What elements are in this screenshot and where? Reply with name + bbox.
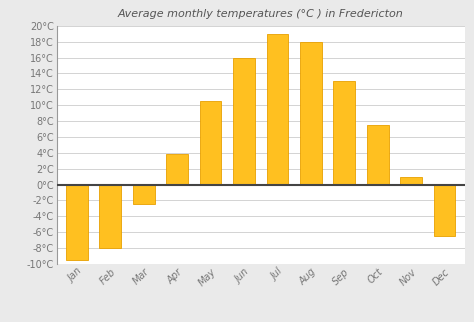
Bar (266, 34, 288, 185)
Bar (434, 185, 456, 236)
Bar (166, 155, 188, 185)
Bar (300, 42, 322, 185)
Bar (100, 185, 121, 248)
Bar (66, 185, 88, 260)
Bar (133, 185, 155, 204)
Bar (233, 58, 255, 185)
Bar (400, 177, 422, 185)
Bar (333, 81, 355, 185)
Title: Average monthly temperatures (°C ) in Fredericton: Average monthly temperatures (°C ) in Fr… (118, 9, 403, 19)
Bar (200, 101, 221, 185)
Bar (367, 125, 389, 185)
